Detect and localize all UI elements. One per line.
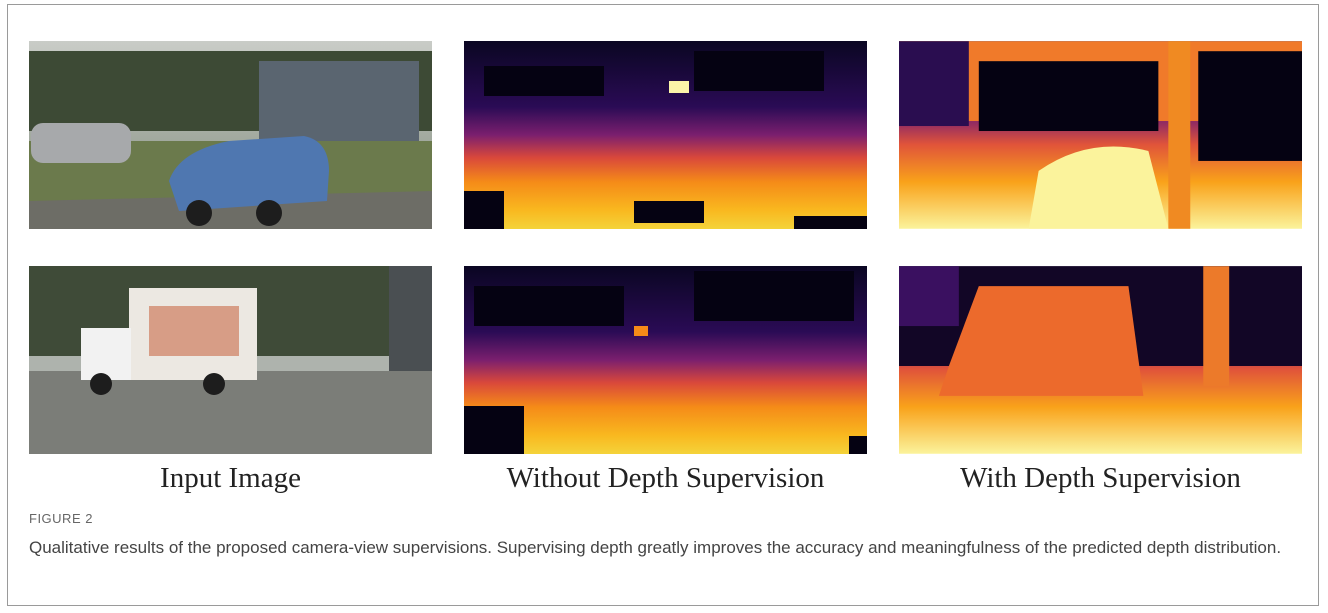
column-label: Input Image — [29, 462, 432, 495]
page: {"figure": { "column_labels": ["Input Im… — [0, 0, 1328, 613]
column-label: With Depth Supervision — [899, 462, 1302, 495]
input-image-2 — [29, 266, 432, 454]
column-label: Without Depth Supervision — [464, 462, 867, 495]
depth-without-1 — [464, 41, 867, 229]
depth-with-2 — [899, 266, 1302, 454]
depth-with-1 — [899, 41, 1302, 229]
depth-without-2 — [464, 266, 867, 454]
figure-label: FIGURE 2 — [29, 511, 93, 526]
input-image-1 — [29, 41, 432, 229]
figure-caption: Qualitative results of the proposed came… — [29, 534, 1299, 562]
